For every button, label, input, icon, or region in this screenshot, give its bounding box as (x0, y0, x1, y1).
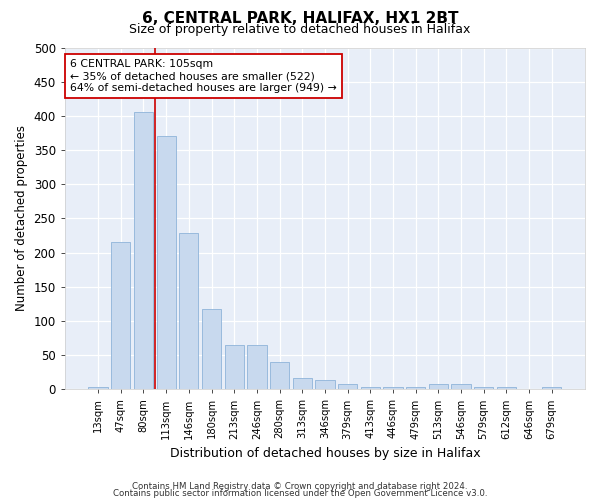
Bar (88, 387, 108, 390)
Bar (134, 112, 153, 390)
Y-axis label: Number of detached properties: Number of detached properties (15, 126, 28, 312)
Bar (338, 384, 357, 390)
Bar (474, 387, 493, 390)
Bar (361, 387, 380, 390)
Bar (293, 378, 312, 390)
Text: Contains public sector information licensed under the Open Government Licence v3: Contains public sector information licen… (113, 490, 487, 498)
Text: 6, CENTRAL PARK, HALIFAX, HX1 2BT: 6, CENTRAL PARK, HALIFAX, HX1 2BT (142, 11, 458, 26)
Bar (157, 136, 176, 390)
Bar (406, 387, 425, 390)
Bar (497, 387, 516, 390)
Text: Size of property relative to detached houses in Halifax: Size of property relative to detached ho… (130, 22, 470, 36)
Bar (315, 380, 335, 390)
Bar (224, 345, 244, 390)
Text: Contains HM Land Registry data © Crown copyright and database right 2024.: Contains HM Land Registry data © Crown c… (132, 482, 468, 491)
Bar (542, 387, 562, 390)
Bar (202, 308, 221, 390)
Bar (383, 387, 403, 390)
Bar (451, 384, 470, 390)
Bar (179, 234, 199, 390)
Text: 6 CENTRAL PARK: 105sqm
← 35% of detached houses are smaller (522)
64% of semi-de: 6 CENTRAL PARK: 105sqm ← 35% of detached… (70, 60, 337, 92)
X-axis label: Distribution of detached houses by size in Halifax: Distribution of detached houses by size … (170, 447, 480, 460)
Bar (520, 388, 539, 390)
Bar (111, 242, 130, 390)
Bar (428, 384, 448, 390)
Bar (247, 345, 266, 390)
Bar (270, 362, 289, 390)
